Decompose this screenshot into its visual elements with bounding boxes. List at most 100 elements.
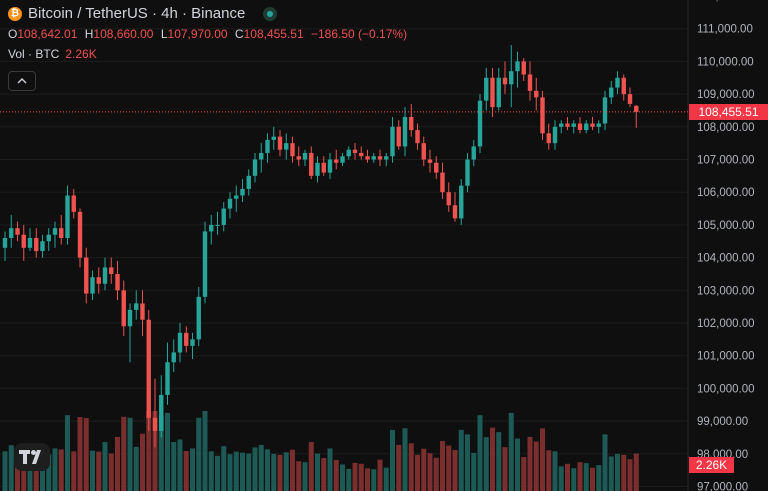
candle-body [440,172,445,193]
volume-label: Vol · BTC [8,47,60,61]
volume-bar [465,434,470,491]
volume-bar [565,463,570,491]
volume-bar [427,453,433,491]
candle-body [377,156,383,160]
volume-bar [452,450,458,491]
candle-body [40,241,45,252]
volume-bar [183,451,189,491]
candle-body [634,105,639,112]
candle-body [252,159,258,176]
volume-bar [208,451,214,491]
candle-body [59,228,64,238]
candle-body [271,136,276,140]
current-price-tag: 108,455.51 [689,103,768,120]
volume-bar [177,439,183,491]
volume-bar [83,418,89,491]
y-tick-label: 111,000.00 [697,24,753,36]
volume-bar [140,433,145,491]
candle-body [402,116,408,147]
volume-bar [396,444,402,491]
volume-bar [596,465,602,491]
volume-bar [227,454,233,491]
y-tick-label: 103,000.00 [697,285,755,297]
candle-body [140,303,145,320]
candle-body [452,205,458,219]
volume-bar [258,444,264,491]
collapse-legend-button[interactable] [8,71,36,91]
candle-body [209,224,214,232]
current-volume-tag: 2.26K [689,457,734,473]
volume-bar [277,454,283,491]
volume-bar [352,462,358,491]
y-tick-label: 107,000.00 [697,155,755,167]
volume-bar [271,453,277,491]
volume-bar [108,453,114,491]
y-tick-label: 110,000.00 [697,56,754,68]
candle-body [302,152,308,160]
volume-bar [333,459,339,491]
volume-bar [152,411,158,491]
volume-bar [265,449,270,491]
volume-bar [246,453,252,491]
candle-body [2,237,8,248]
volume-bar [602,434,608,491]
volume-bar [552,451,558,491]
volume-bar [27,455,33,491]
volume-bar [165,412,170,491]
volume-bar [621,454,627,491]
candle-body [546,133,551,144]
volume-bar [515,438,520,491]
candle-body [434,162,439,173]
y-tick-label: 106,000.00 [697,187,755,199]
volume-bar [96,451,102,491]
volume-bar [283,452,289,491]
candle-body [427,159,433,163]
volume-bar [58,449,64,491]
chevron-up-icon [17,78,27,84]
volume-bar [471,452,477,491]
volume-bar [540,428,545,491]
tradingview-logo-shape [19,450,41,464]
high-value: 108,660.00 [93,27,154,41]
candle-body [190,339,195,346]
candle-body [159,394,164,431]
volume-bar [127,417,133,491]
candle-body [490,77,495,108]
candle-body [446,192,451,206]
volume-bar [171,442,177,491]
symbol-legend[interactable]: ₿ Bitcoin / TetherUS · 4h · Binance [8,5,278,22]
volume-bar [496,432,502,491]
candle-body [96,277,101,284]
candle-body [221,208,226,225]
candle-body [71,195,76,212]
volume-bar [52,448,58,491]
candle-body [371,156,376,160]
y-tick-label: 109,000.00 [697,89,755,101]
volume-bar [615,453,620,491]
volume-bar [383,467,389,491]
candle-body [109,267,114,274]
y-tick-label: 99,000.00 [697,416,748,428]
volume-bar [583,463,589,491]
volume-bar [408,443,414,491]
volume-bar [308,442,314,491]
volume-bar [458,429,464,491]
candle-body [521,61,526,75]
tradingview-logo-icon[interactable] [14,443,50,471]
candle-body [627,94,633,104]
volume-bar [358,463,364,491]
candle-body [565,123,570,127]
volume-legend[interactable]: Vol · BTC 2.26K [8,47,97,61]
volume-bar [477,415,483,491]
volume-bar [202,411,208,491]
volume-bar [390,429,395,491]
candle-body [121,290,126,327]
volume-bar [215,455,220,491]
volume-bar [571,468,577,491]
candle-body [421,143,426,160]
candle-body [102,267,108,284]
y-tick-label: 108,000.00 [697,122,755,134]
candle-body [609,87,614,98]
candle-body [277,136,283,150]
